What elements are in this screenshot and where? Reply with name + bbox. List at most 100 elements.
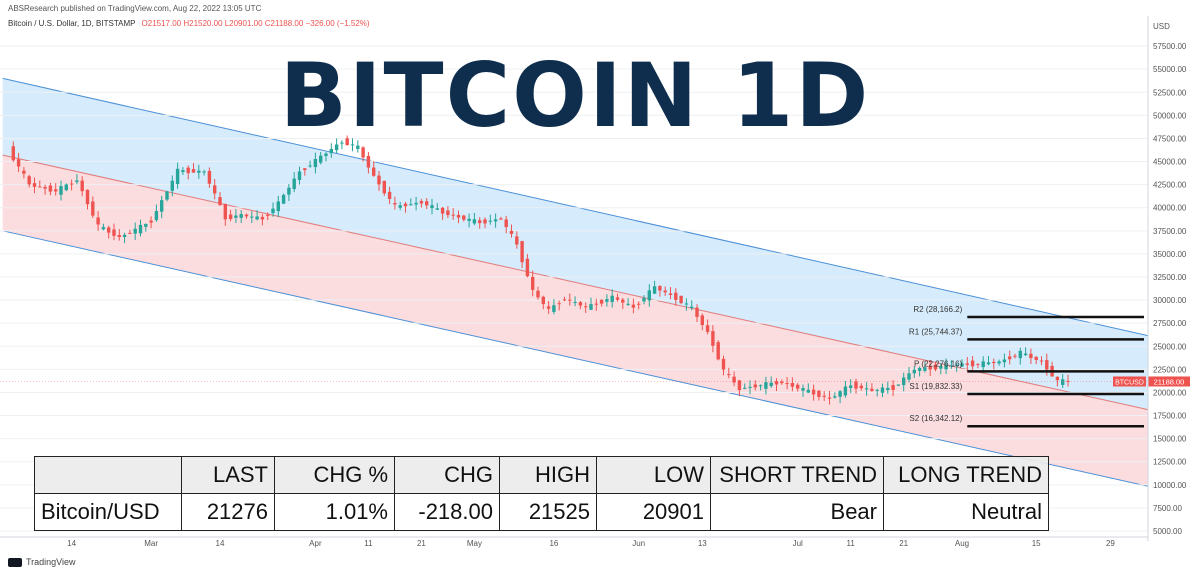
candle-body xyxy=(531,277,535,290)
pivot-level-label: R2 (28,166.2) xyxy=(913,305,962,314)
stats-table: LAST CHG % CHG HIGH LOW SHORT TREND LONG… xyxy=(34,456,1049,531)
table-cell: 21525 xyxy=(499,493,597,531)
candle xyxy=(849,379,853,394)
candle-body xyxy=(287,187,291,195)
candle-body xyxy=(578,302,583,306)
candle xyxy=(1061,373,1065,388)
candle-body xyxy=(393,203,397,205)
candle xyxy=(705,319,710,335)
candle-body xyxy=(1045,360,1049,370)
candle-body xyxy=(621,299,625,303)
candle xyxy=(250,211,254,224)
y-tick-label: 47500.00 xyxy=(1153,134,1187,143)
candle xyxy=(605,294,609,307)
candle-body xyxy=(923,367,927,371)
candle-body xyxy=(16,159,21,167)
candle-body xyxy=(234,215,238,218)
candle xyxy=(774,378,779,391)
candle xyxy=(244,213,249,219)
candle xyxy=(870,383,874,392)
candle xyxy=(197,164,201,179)
candle-body xyxy=(668,293,673,296)
candle-body xyxy=(101,227,106,230)
candle-body xyxy=(917,367,922,371)
candle-body xyxy=(875,389,879,391)
candle-body xyxy=(642,297,646,302)
y-tick-label: 37500.00 xyxy=(1153,227,1187,236)
candle-body xyxy=(308,165,312,167)
footer-brand: TradingView xyxy=(26,557,76,567)
candle xyxy=(329,143,333,158)
candle xyxy=(398,201,402,211)
candle xyxy=(107,225,111,239)
table-header-cell: SHORT TREND xyxy=(710,456,884,494)
candle xyxy=(356,140,360,153)
candle xyxy=(372,161,376,177)
table-header-cell: LOW xyxy=(596,456,711,494)
candle-body xyxy=(992,361,996,364)
candle xyxy=(276,195,280,218)
candle-body xyxy=(80,180,84,192)
candle xyxy=(340,140,344,150)
candle xyxy=(743,383,747,390)
candle xyxy=(944,358,948,374)
candle xyxy=(970,356,975,370)
candle-body xyxy=(753,384,757,388)
candle-body xyxy=(626,303,630,305)
candle-body xyxy=(160,200,164,212)
candle xyxy=(859,383,863,391)
candle xyxy=(769,376,773,388)
candle-body xyxy=(933,364,938,370)
x-tick-label: 15 xyxy=(1032,539,1041,548)
candle-body xyxy=(112,229,116,236)
candle-body xyxy=(154,211,159,221)
x-tick-label: 21 xyxy=(899,539,908,548)
candle xyxy=(721,355,726,376)
candle xyxy=(38,180,42,188)
candle xyxy=(255,210,259,221)
y-tick-label: 57500.00 xyxy=(1153,42,1187,51)
candle-body xyxy=(96,217,100,225)
candle-body xyxy=(970,360,975,367)
y-tick-label: 45000.00 xyxy=(1153,158,1187,167)
candle-body xyxy=(610,295,614,303)
candle xyxy=(1039,356,1044,366)
candle xyxy=(552,299,556,315)
candle xyxy=(435,203,439,211)
candle-body xyxy=(446,210,450,216)
x-tick-label: 14 xyxy=(216,539,225,548)
candle-body xyxy=(721,358,726,370)
table-cell: 21276 xyxy=(181,493,275,531)
candle-body xyxy=(806,389,810,393)
candle-body xyxy=(1023,353,1028,356)
candle xyxy=(419,198,424,208)
y-axis-currency: USD xyxy=(1153,22,1170,31)
candle xyxy=(154,204,159,222)
candle-body xyxy=(266,214,270,216)
candle-body xyxy=(605,299,609,302)
candle xyxy=(403,201,408,213)
candle-body xyxy=(382,180,386,194)
candle-body xyxy=(313,158,318,168)
y-tick-label: 27500.00 xyxy=(1153,319,1187,328)
candle-body xyxy=(652,286,657,294)
x-tick-label: Jul xyxy=(793,539,803,548)
candle xyxy=(811,384,816,401)
candle xyxy=(456,210,461,224)
candle xyxy=(112,223,116,241)
candle-body xyxy=(541,296,545,305)
candle-body xyxy=(939,366,943,369)
candle xyxy=(228,209,233,222)
candle xyxy=(462,214,466,222)
candle-body xyxy=(255,216,259,220)
candle-body xyxy=(409,204,413,206)
candle xyxy=(425,198,429,209)
candle xyxy=(239,210,243,224)
candle xyxy=(446,206,450,219)
candle-body xyxy=(674,292,678,300)
candle-body xyxy=(186,167,190,174)
candle-body xyxy=(854,381,858,389)
candle-body xyxy=(960,363,964,367)
candle-body xyxy=(403,203,408,207)
tradingview-logo-icon xyxy=(8,557,22,567)
